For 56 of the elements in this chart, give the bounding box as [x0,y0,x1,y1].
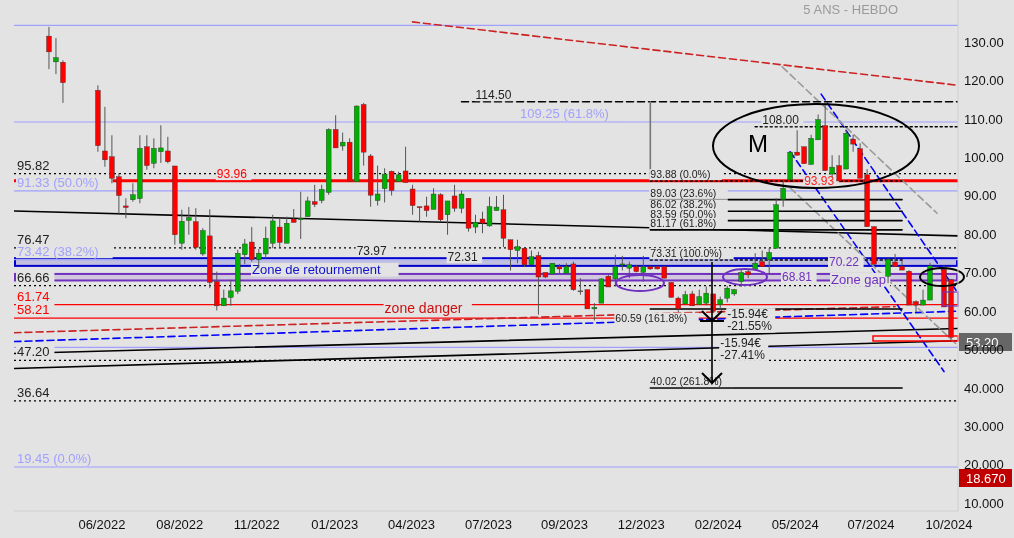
ref-line-label: 36.64 [17,384,50,400]
annotation: 114.50 [475,87,512,102]
y-tick-label: 40.000 [964,380,1004,396]
y-tick-label: 130.00 [964,34,1004,50]
y-tick-label: 70.00 [964,265,997,281]
annotation: 93.96 [216,166,248,181]
y-tick-label: 100.00 [964,150,1004,166]
x-tick-label: 01/2023 [311,517,359,532]
ref-line-label: 109.25 (61.8%) [520,105,609,121]
annotation: -15.94€ [720,335,762,350]
annotation: -27.41% [720,347,766,362]
ref-line-label: 95.82 [17,157,50,173]
ref-line-label: 66.66 [17,269,50,285]
x-tick-label: 02/2024 [694,517,742,532]
y-tick-label: 120.00 [964,73,1004,89]
annotation: 72.31 [447,249,478,264]
annotation: 73.97 [356,243,387,258]
ref-line-label: 47.20 [17,344,50,360]
x-tick-label: 10/2024 [925,517,973,532]
annotation: M [748,130,768,157]
y-tick-label: 20.000 [964,457,1004,473]
annotation: zone danger [384,300,463,317]
y-tick-label: 110.00 [964,111,1003,127]
y-tick-label: 60.00 [964,303,997,319]
ref-line-label: 61.74 [17,288,50,304]
x-tick-label: 08/2022 [156,517,204,532]
annotation: 70.22 [829,255,860,269]
annotation: Zone gap [831,272,886,287]
x-tick-label: 07/2023 [465,517,512,532]
x-tick-label: 09/2023 [540,517,588,532]
ref-line-label: 58.21 [17,302,50,318]
annotation: 73.31 (100.0%) [650,247,723,260]
y-tick-label: 90.00 [964,188,997,204]
x-tick-label: 05/2024 [771,517,819,532]
ref-line-label: 19.45 (0.0%) [17,451,92,467]
annotation: 108.00 [762,112,800,127]
annotation: 86.02 (38.2%) [650,198,717,211]
x-tick-label: 07/2024 [847,517,895,532]
y-tick-label: 80.00 [964,226,997,242]
y-tick-label: 30.000 [964,419,1004,435]
annotation: -21.55% [727,319,773,334]
annotation: Zone de retournement [252,262,382,277]
annotation: 89.03 (23.6%) [650,186,717,199]
x-tick-label: 04/2023 [388,517,436,532]
text: 18.670 [966,471,1006,486]
x-tick-label: 12/2023 [617,517,665,532]
annotation: 68.81 [782,270,813,284]
chart-subtitle: 5 ANS - HEBDO [803,2,898,17]
x-tick-label: 11/2022 [233,517,280,532]
y-tick-label: 10.000 [964,495,1004,511]
ref-line-label: 91.33 (50.0%) [17,174,99,190]
annotation: -15.94€ [727,307,769,322]
annotation: 60.59 (161.8%) [615,311,688,324]
x-tick-label: 06/2022 [78,517,126,532]
annotation: 93.88 (0.0%) [650,168,711,181]
annotation: 93.93 [804,174,835,189]
